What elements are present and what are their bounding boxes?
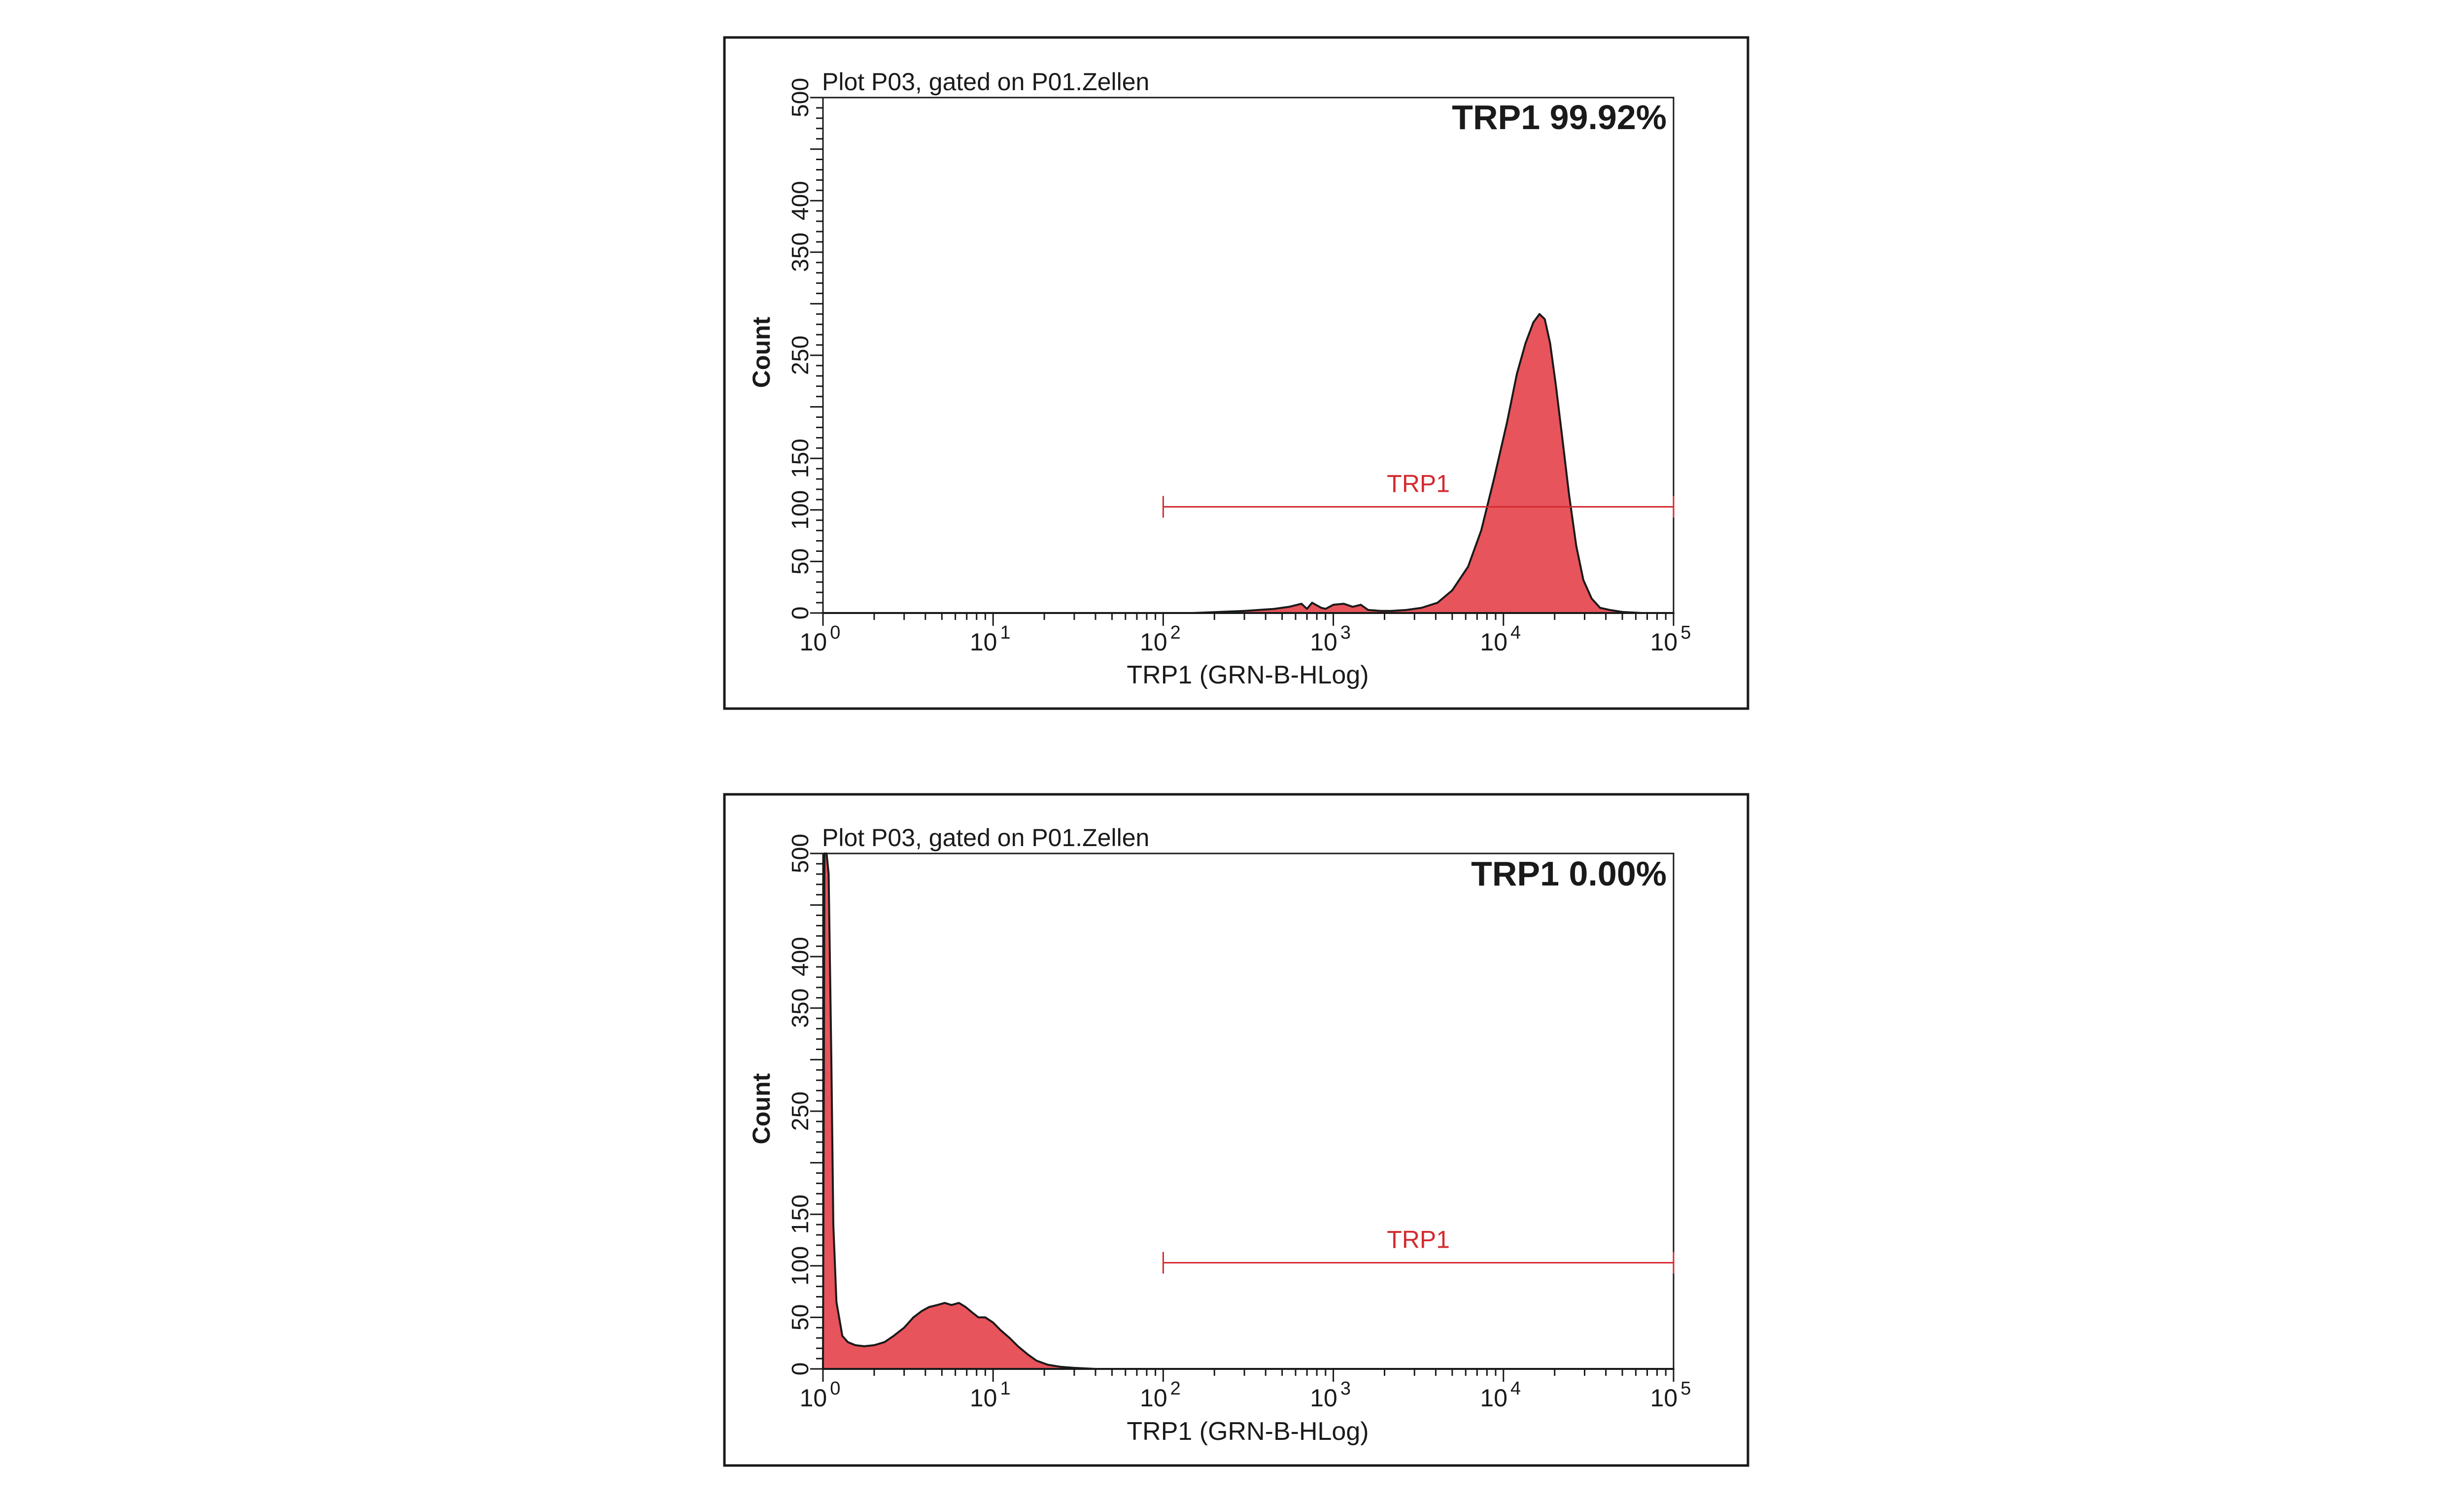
histogram-panel-bottom: Plot P03, gated on P01.Zellen TRP1 0.00%… [723, 793, 1749, 1467]
plot-title: Plot P03, gated on P01.Zellen [822, 824, 1149, 852]
y-tick-label: 250 [787, 1091, 814, 1131]
y-tick-label: 500 [787, 78, 814, 117]
x-tick-label: 10 3 [1310, 1378, 1351, 1412]
x-tick-label: 10 5 [1650, 622, 1691, 656]
plot-title: Plot P03, gated on P01.Zellen [822, 68, 1149, 96]
y-tick-label: 0 [787, 607, 814, 620]
y-tick-label: 350 [787, 988, 814, 1028]
x-tick-label: 10 2 [1140, 622, 1181, 656]
axis-ticks: 0 50 100 150 250 350 400 500 10 0 10 1 10 2 10 3 10 4 10 5 [787, 78, 1691, 656]
stat-label: TRP1 0.00% [1471, 854, 1667, 893]
axis-ticks: 0 50 100 150 250 350 400 500 10 0 10 1 10 2 10 3 10 4 10 5 [787, 834, 1691, 1412]
y-tick-label: 100 [787, 1246, 814, 1286]
y-tick-label: 250 [787, 336, 814, 375]
x-tick-label: 10 4 [1480, 1378, 1521, 1412]
x-tick-label: 10 2 [1140, 1378, 1181, 1412]
x-tick-label: 10 3 [1310, 622, 1351, 656]
y-tick-label: 400 [787, 937, 814, 976]
series-layer [822, 313, 1675, 614]
gate-layer: TRP1 [1162, 470, 1675, 518]
x-tick-label: 10 0 [800, 622, 841, 656]
gate-label: TRP1 [1387, 470, 1450, 498]
y-axis-label: Count [748, 1073, 775, 1144]
series-layer [822, 852, 1675, 1370]
y-tick-label: 50 [787, 548, 814, 575]
x-tick-label: 10 1 [970, 1378, 1011, 1412]
y-tick-label: 500 [787, 834, 814, 873]
x-tick-label: 10 4 [1480, 622, 1521, 656]
gate-layer: TRP1 [1162, 1226, 1675, 1274]
y-tick-label: 400 [787, 181, 814, 220]
gate-label: TRP1 [1387, 1226, 1450, 1254]
y-tick-label: 150 [787, 439, 814, 478]
y-tick-label: 350 [787, 233, 814, 272]
y-tick-label: 50 [787, 1304, 814, 1330]
y-tick-label: 0 [787, 1363, 814, 1376]
stat-label: TRP1 99.92% [1452, 98, 1667, 136]
x-axis-label: TRP1 (GRN-B-HLog) [1127, 1417, 1369, 1446]
x-tick-label: 10 1 [970, 622, 1011, 656]
histogram-area [822, 852, 1675, 1370]
y-tick-label: 150 [787, 1194, 814, 1234]
histogram-panel-top: Plot P03, gated on P01.Zellen TRP1 99.92… [723, 36, 1749, 710]
histogram-area [822, 313, 1675, 614]
y-axis-label: Count [748, 316, 775, 388]
x-tick-label: 10 5 [1650, 1378, 1691, 1412]
y-tick-label: 100 [787, 490, 814, 530]
x-tick-label: 10 0 [800, 1378, 841, 1412]
x-axis-label: TRP1 (GRN-B-HLog) [1127, 661, 1369, 689]
